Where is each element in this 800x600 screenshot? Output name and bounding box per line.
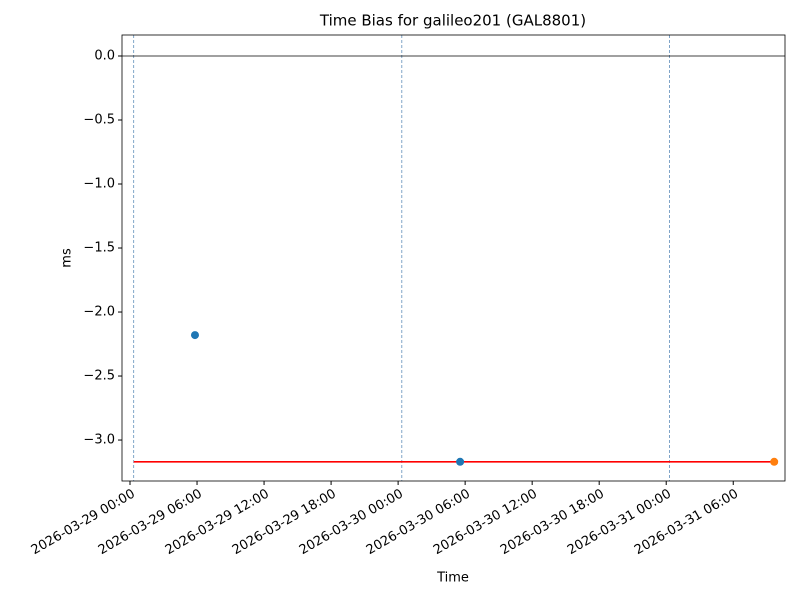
data-point [770, 457, 779, 466]
plot-frame [121, 34, 786, 482]
y-axis-label: ms [60, 248, 75, 268]
data-point [190, 331, 199, 340]
y-tick-label: −2.0 [83, 305, 115, 320]
y-tick-label: −1.5 [83, 241, 115, 256]
y-tick-label: −1.0 [83, 177, 115, 192]
y-tick-label: −2.5 [83, 369, 115, 384]
chart-title: Time Bias for galileo201 (GAL8801) [319, 12, 586, 30]
data-point [456, 457, 465, 466]
y-tick-label: 0.0 [94, 48, 115, 63]
y-tick-label: −3.0 [83, 433, 115, 448]
y-tick-label: −0.5 [83, 113, 115, 128]
x-axis-label: Time [436, 571, 469, 586]
